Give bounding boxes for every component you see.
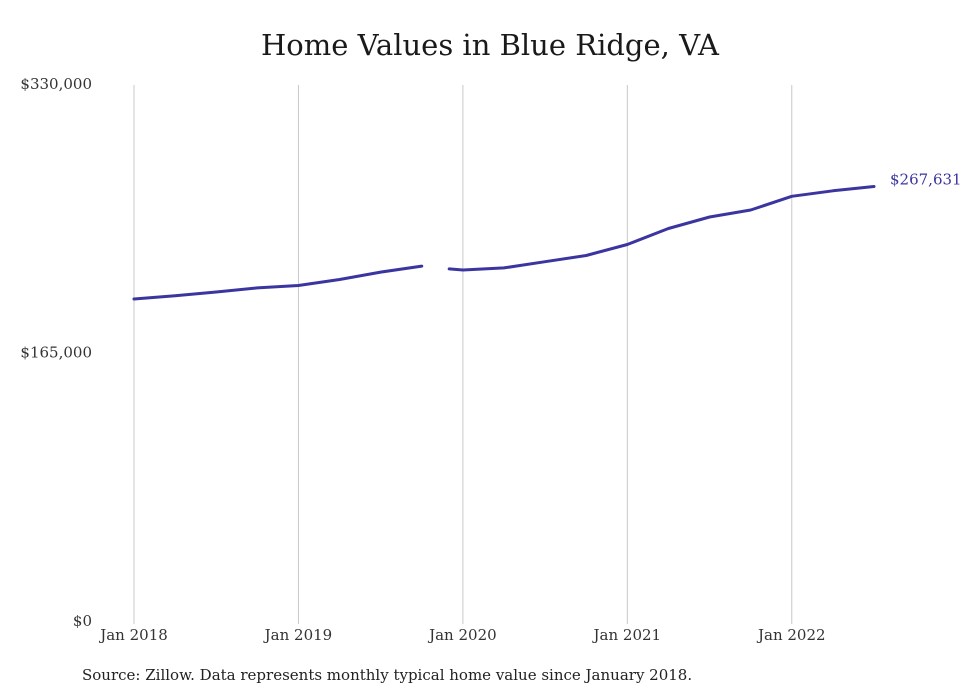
x-tick-label: Jan 2021 [592,626,662,644]
x-tick-label: Jan 2018 [98,626,168,644]
series-line [132,264,424,301]
y-axis-ticks: $330,000 $165,000 $0 [20,75,92,630]
source-note: Source: Zillow. Data represents monthly … [82,666,693,684]
grid-lines [133,85,793,624]
x-tick-label: Jan 2019 [263,626,333,644]
series-line [447,185,876,272]
x-axis-ticks: Jan 2018 Jan 2019 Jan 2020 Jan 2021 Jan 2022 [98,626,825,644]
end-value-label: $267,631 [890,170,962,188]
y-tick-label: $165,000 [20,344,92,362]
data-labels: $267,631 [890,170,962,188]
y-tick-label: $330,000 [20,75,92,93]
x-tick-label: Jan 2020 [427,626,497,644]
y-tick-label: $0 [73,612,92,630]
x-tick-label: Jan 2022 [756,626,826,644]
series-lines [132,185,876,301]
chart-title: Home Values in Blue Ridge, VA [261,28,719,62]
